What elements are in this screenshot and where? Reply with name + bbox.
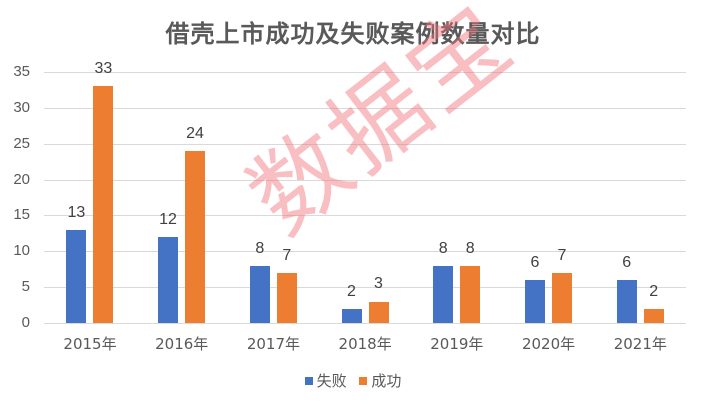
data-label: 2 (347, 282, 356, 300)
legend-swatch-blue-icon (304, 376, 313, 385)
x-tick-label: 2018年 (338, 335, 392, 353)
legend-label: 失败 (316, 372, 347, 390)
bar-failure[interactable] (66, 229, 87, 323)
y-tick-label: 10 (13, 242, 30, 260)
gridline (44, 143, 686, 145)
data-label: 24 (186, 124, 204, 142)
data-label: 12 (159, 210, 177, 228)
data-label: 8 (465, 239, 475, 257)
y-tick-label: 30 (13, 98, 30, 116)
bar-failure[interactable] (524, 279, 545, 323)
chart-title: 借壳上市成功及失败案例数量对比 (165, 20, 541, 48)
x-tick-label: 2020年 (521, 335, 576, 353)
data-label: 13 (67, 203, 86, 221)
x-tick-label: 2015年 (63, 335, 117, 353)
data-label: 6 (530, 253, 540, 271)
data-label: 7 (282, 246, 292, 264)
bar-failure[interactable] (158, 236, 179, 323)
x-tick-label: 2017年 (246, 335, 301, 353)
legend-label: 成功 (371, 372, 402, 390)
gridline (44, 72, 686, 73)
data-label: 6 (622, 253, 632, 271)
y-tick-label: 5 (21, 278, 30, 296)
bar-success[interactable] (185, 150, 206, 323)
bar-success[interactable] (460, 265, 481, 323)
gridline (44, 215, 686, 217)
gridline (44, 287, 686, 289)
bar-success[interactable] (643, 308, 664, 323)
legend: 失败 成功 (0, 370, 706, 391)
y-tick-label: 15 (13, 206, 30, 224)
data-label: 8 (255, 239, 265, 257)
x-tick-label: 2016年 (155, 335, 209, 353)
bar-failure[interactable] (433, 265, 454, 323)
x-tick-label: 2019年 (430, 335, 484, 353)
y-tick-label: 25 (13, 134, 30, 152)
plot-area: 13 33 12 24 8 7 2 3 8 8 6 7 6 2 (44, 60, 686, 324)
y-tick-label: 35 (13, 63, 30, 80)
data-label: 33 (94, 60, 113, 78)
legend-item-success[interactable]: 成功 (359, 370, 401, 391)
data-label: 8 (438, 239, 448, 257)
legend-item-failure[interactable]: 失败 (304, 370, 347, 391)
gridline (44, 107, 686, 109)
gridline (44, 323, 686, 324)
bar-success[interactable] (551, 272, 572, 323)
bar-success[interactable] (276, 272, 297, 323)
data-label: 7 (557, 246, 567, 264)
x-tick-label: 2021年 (613, 335, 667, 353)
data-label: 3 (374, 275, 383, 293)
bar-failure[interactable] (249, 265, 270, 323)
legend-swatch-orange-icon (359, 376, 368, 385)
bar-failure[interactable] (341, 308, 362, 323)
y-tick-label: 0 (21, 314, 30, 331)
bar-success[interactable] (93, 86, 114, 323)
data-label: 2 (649, 282, 659, 300)
bar-failure[interactable] (616, 279, 637, 323)
bar-success[interactable] (368, 301, 389, 323)
gridline (44, 251, 686, 253)
y-tick-label: 20 (13, 170, 30, 188)
gridline (44, 179, 686, 181)
